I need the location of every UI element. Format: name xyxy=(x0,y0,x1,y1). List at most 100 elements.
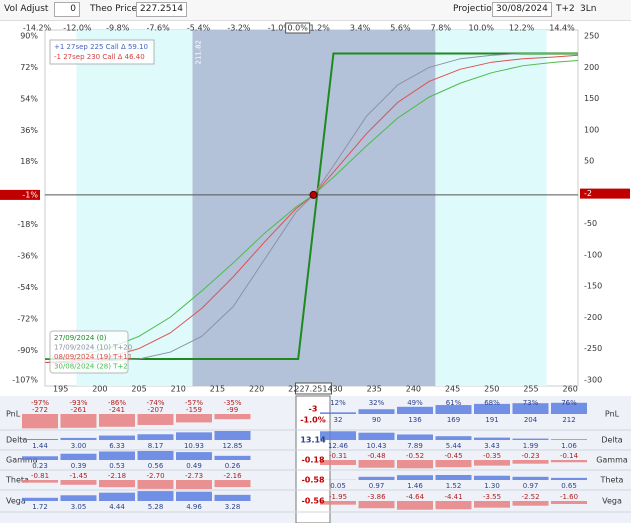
greek-bar xyxy=(435,405,472,414)
greek-bar xyxy=(214,480,251,488)
greek-value: -1.60 xyxy=(560,493,578,501)
greek-value: 1.72 xyxy=(32,503,48,511)
greek-pct: 49% xyxy=(407,399,423,407)
greek-bar xyxy=(512,403,549,414)
greek-bar xyxy=(358,409,395,414)
greek-value: -1.95 xyxy=(329,493,347,501)
greek-value: -99 xyxy=(227,406,238,414)
greek-value: 0.23 xyxy=(32,462,48,470)
row-label: Vega xyxy=(602,497,622,506)
greek-value: 0.97 xyxy=(523,482,539,490)
x-tick-label: 235 xyxy=(367,385,382,394)
toolbar: Vol Adjust 0 Theo Price 227.2514 Project… xyxy=(0,0,631,21)
legend-entry: 27/09/2024 (0) xyxy=(54,334,107,342)
greek-value: 1.06 xyxy=(561,442,577,450)
series-line xyxy=(45,52,578,361)
greek-bar xyxy=(176,414,212,423)
current-y2-box xyxy=(580,188,630,199)
label: Vol Adjust xyxy=(4,4,49,14)
greek-bar xyxy=(435,436,472,440)
greek-bar xyxy=(214,455,251,460)
x2-tick-label: -1.0% xyxy=(268,24,292,33)
greek-value: 90 xyxy=(372,416,381,424)
greek-pct: -74% xyxy=(146,399,164,407)
greek-bar xyxy=(512,476,549,480)
row-label: Delta xyxy=(601,436,622,445)
legend-top-entry: +1 27sep 225 Call Δ 59.10 xyxy=(54,43,148,51)
lines-select[interactable]: 3Ln xyxy=(580,4,597,14)
center-value: -0.18 xyxy=(301,456,324,465)
projection-input[interactable]: 30/08/2024 xyxy=(492,2,552,17)
y-tick-label: 36% xyxy=(20,126,38,135)
t-offset[interactable]: T+2 xyxy=(556,4,575,14)
greek-bar xyxy=(358,476,395,480)
greek-bar xyxy=(137,434,174,440)
y2-tick-label: 150 xyxy=(584,94,599,103)
center-value: -0.58 xyxy=(301,476,324,485)
x2-tick-label: -3.2% xyxy=(227,24,251,33)
y-tick-label: 90% xyxy=(20,32,38,41)
center-value: -0.56 xyxy=(301,497,324,506)
greek-value: 0.65 xyxy=(561,482,577,490)
x2-tick-label: -5.4% xyxy=(187,24,211,33)
greek-bar xyxy=(176,452,212,460)
y-tick-label: 72% xyxy=(20,63,38,72)
greek-value: -0.35 xyxy=(483,452,501,460)
greek-bar xyxy=(99,414,135,427)
greek-value: -0.14 xyxy=(560,452,579,460)
x2-tick-label: -7.6% xyxy=(147,24,171,33)
greek-bar xyxy=(474,403,510,414)
greek-bar xyxy=(551,460,587,463)
x-tick-label: 215 xyxy=(210,385,225,394)
greek-value: -1.45 xyxy=(69,472,87,480)
current-point xyxy=(309,190,318,199)
greek-bar xyxy=(176,432,212,440)
greek-bar xyxy=(358,460,395,468)
greek-bar xyxy=(99,480,135,488)
greek-bar xyxy=(435,474,472,480)
row-label: PnL xyxy=(6,410,21,419)
x-tick-label: 200 xyxy=(92,385,107,394)
greek-pct: 68% xyxy=(484,399,500,407)
greek-value: 191 xyxy=(485,416,498,424)
center-value: -3 xyxy=(309,405,318,414)
greek-bar xyxy=(99,435,135,440)
x2-tick-label: 12.2% xyxy=(509,24,535,33)
greek-value: -159 xyxy=(186,406,202,414)
greek-bar xyxy=(137,414,174,425)
range-band xyxy=(192,30,436,386)
greek-value: -3.86 xyxy=(367,493,386,501)
greek-value: -4.41 xyxy=(444,493,462,501)
greek-value: 1.46 xyxy=(407,482,423,490)
greek-value: -241 xyxy=(109,406,125,414)
x2-tick-label: -12.0% xyxy=(63,24,92,33)
legend-entry: 08/09/2024 (19) T+11 xyxy=(54,353,132,361)
greek-value: 136 xyxy=(408,416,422,424)
x-tick-label: 260 xyxy=(563,385,578,394)
row-label: Vega xyxy=(6,497,26,506)
row-label: Theta xyxy=(5,476,29,485)
y2-tick-label: -200 xyxy=(584,313,602,322)
center-value: 13.14 xyxy=(300,436,326,445)
greek-bar xyxy=(22,456,58,460)
greek-bar xyxy=(397,475,433,480)
greek-bar xyxy=(60,437,97,440)
vol-adjust-input[interactable]: 0 xyxy=(54,2,80,17)
theo-price-input[interactable]: 227.2514 xyxy=(136,2,187,17)
x-tick-label: 220 xyxy=(249,385,264,394)
greek-value: -2.70 xyxy=(146,472,164,480)
x-tick-label: 245 xyxy=(445,385,460,394)
greek-value: 7.89 xyxy=(407,442,423,450)
greek-value: 4.96 xyxy=(186,503,202,511)
greek-bar xyxy=(320,460,356,465)
greek-bar xyxy=(214,431,251,440)
greek-bar xyxy=(397,406,433,414)
greek-pct: 32% xyxy=(369,399,385,407)
greek-value: -0.31 xyxy=(329,452,347,460)
greek-pct: -57% xyxy=(185,399,203,407)
greek-bar xyxy=(397,460,433,469)
y-tick-label: -72% xyxy=(17,314,38,323)
y2-tick-label: 200 xyxy=(584,63,599,72)
greek-value: -0.45 xyxy=(444,452,462,460)
greek-bar xyxy=(320,501,356,505)
